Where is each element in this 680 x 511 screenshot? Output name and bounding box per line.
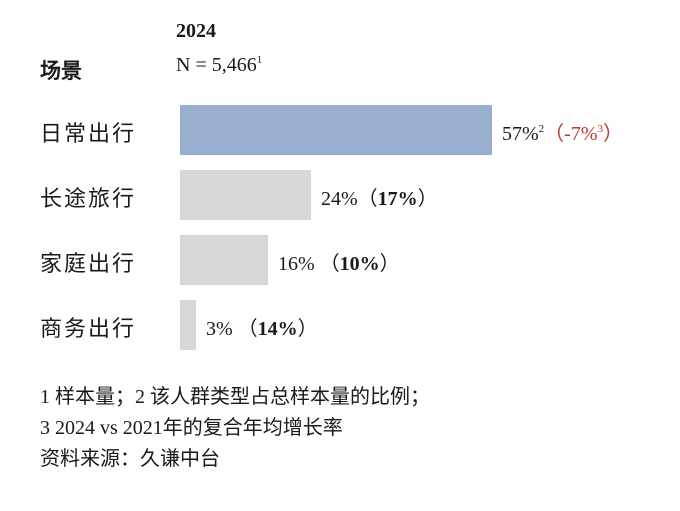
bar-value-label: 16% （10%） (278, 247, 400, 276)
growth-value: -7% (564, 123, 598, 145)
category-label: 日常出行 (40, 121, 137, 146)
growth-paren: ） (297, 318, 318, 340)
category-label: 长途旅行 (40, 186, 137, 211)
bar (180, 235, 268, 285)
bar-value-label: 57%2（-7%3） (502, 117, 623, 146)
bar (180, 300, 196, 350)
bar (180, 170, 311, 220)
category-label: 商务出行 (40, 316, 137, 341)
share-footnote-marker: 2 (538, 123, 545, 135)
sample-size-label: N = 5,4661 (176, 54, 263, 76)
growth-paren: （ (232, 318, 258, 340)
bar-value-label: 3% （14%） (206, 312, 318, 341)
bar (180, 105, 492, 155)
growth-paren: （ (314, 253, 340, 275)
share-value: 16% (278, 253, 315, 275)
year-header: 2024 (176, 20, 216, 42)
bar-value-label: 24%（17%） (321, 182, 438, 211)
growth-paren: （ (357, 188, 378, 210)
growth-value: 10% (339, 253, 380, 275)
growth-paren: ） (379, 253, 400, 275)
footnote-line: 资料来源：久谦中台 (40, 448, 220, 470)
category-column-header: 场景 (40, 59, 82, 83)
footnote-line: 1 样本量；2 该人群类型占总样本量的比例； (40, 386, 430, 408)
category-label: 家庭出行 (40, 251, 137, 276)
share-value: 24% (321, 188, 358, 210)
growth-paren: （ (544, 123, 565, 145)
growth-value: 17% (377, 188, 418, 210)
growth-value: 14% (257, 318, 298, 340)
footnote-line: 3 2024 vs 2021年的复合年均增长率 (40, 417, 343, 439)
share-value: 3% (206, 318, 233, 340)
share-value: 57% (502, 123, 539, 145)
growth-footnote-marker: 3 (597, 123, 604, 135)
growth-paren: ） (603, 123, 623, 145)
growth-paren: ） (417, 188, 438, 210)
footnotes: 1 样本量；2 该人群类型占总样本量的比例； 3 2024 vs 2021年的复… (40, 382, 430, 475)
